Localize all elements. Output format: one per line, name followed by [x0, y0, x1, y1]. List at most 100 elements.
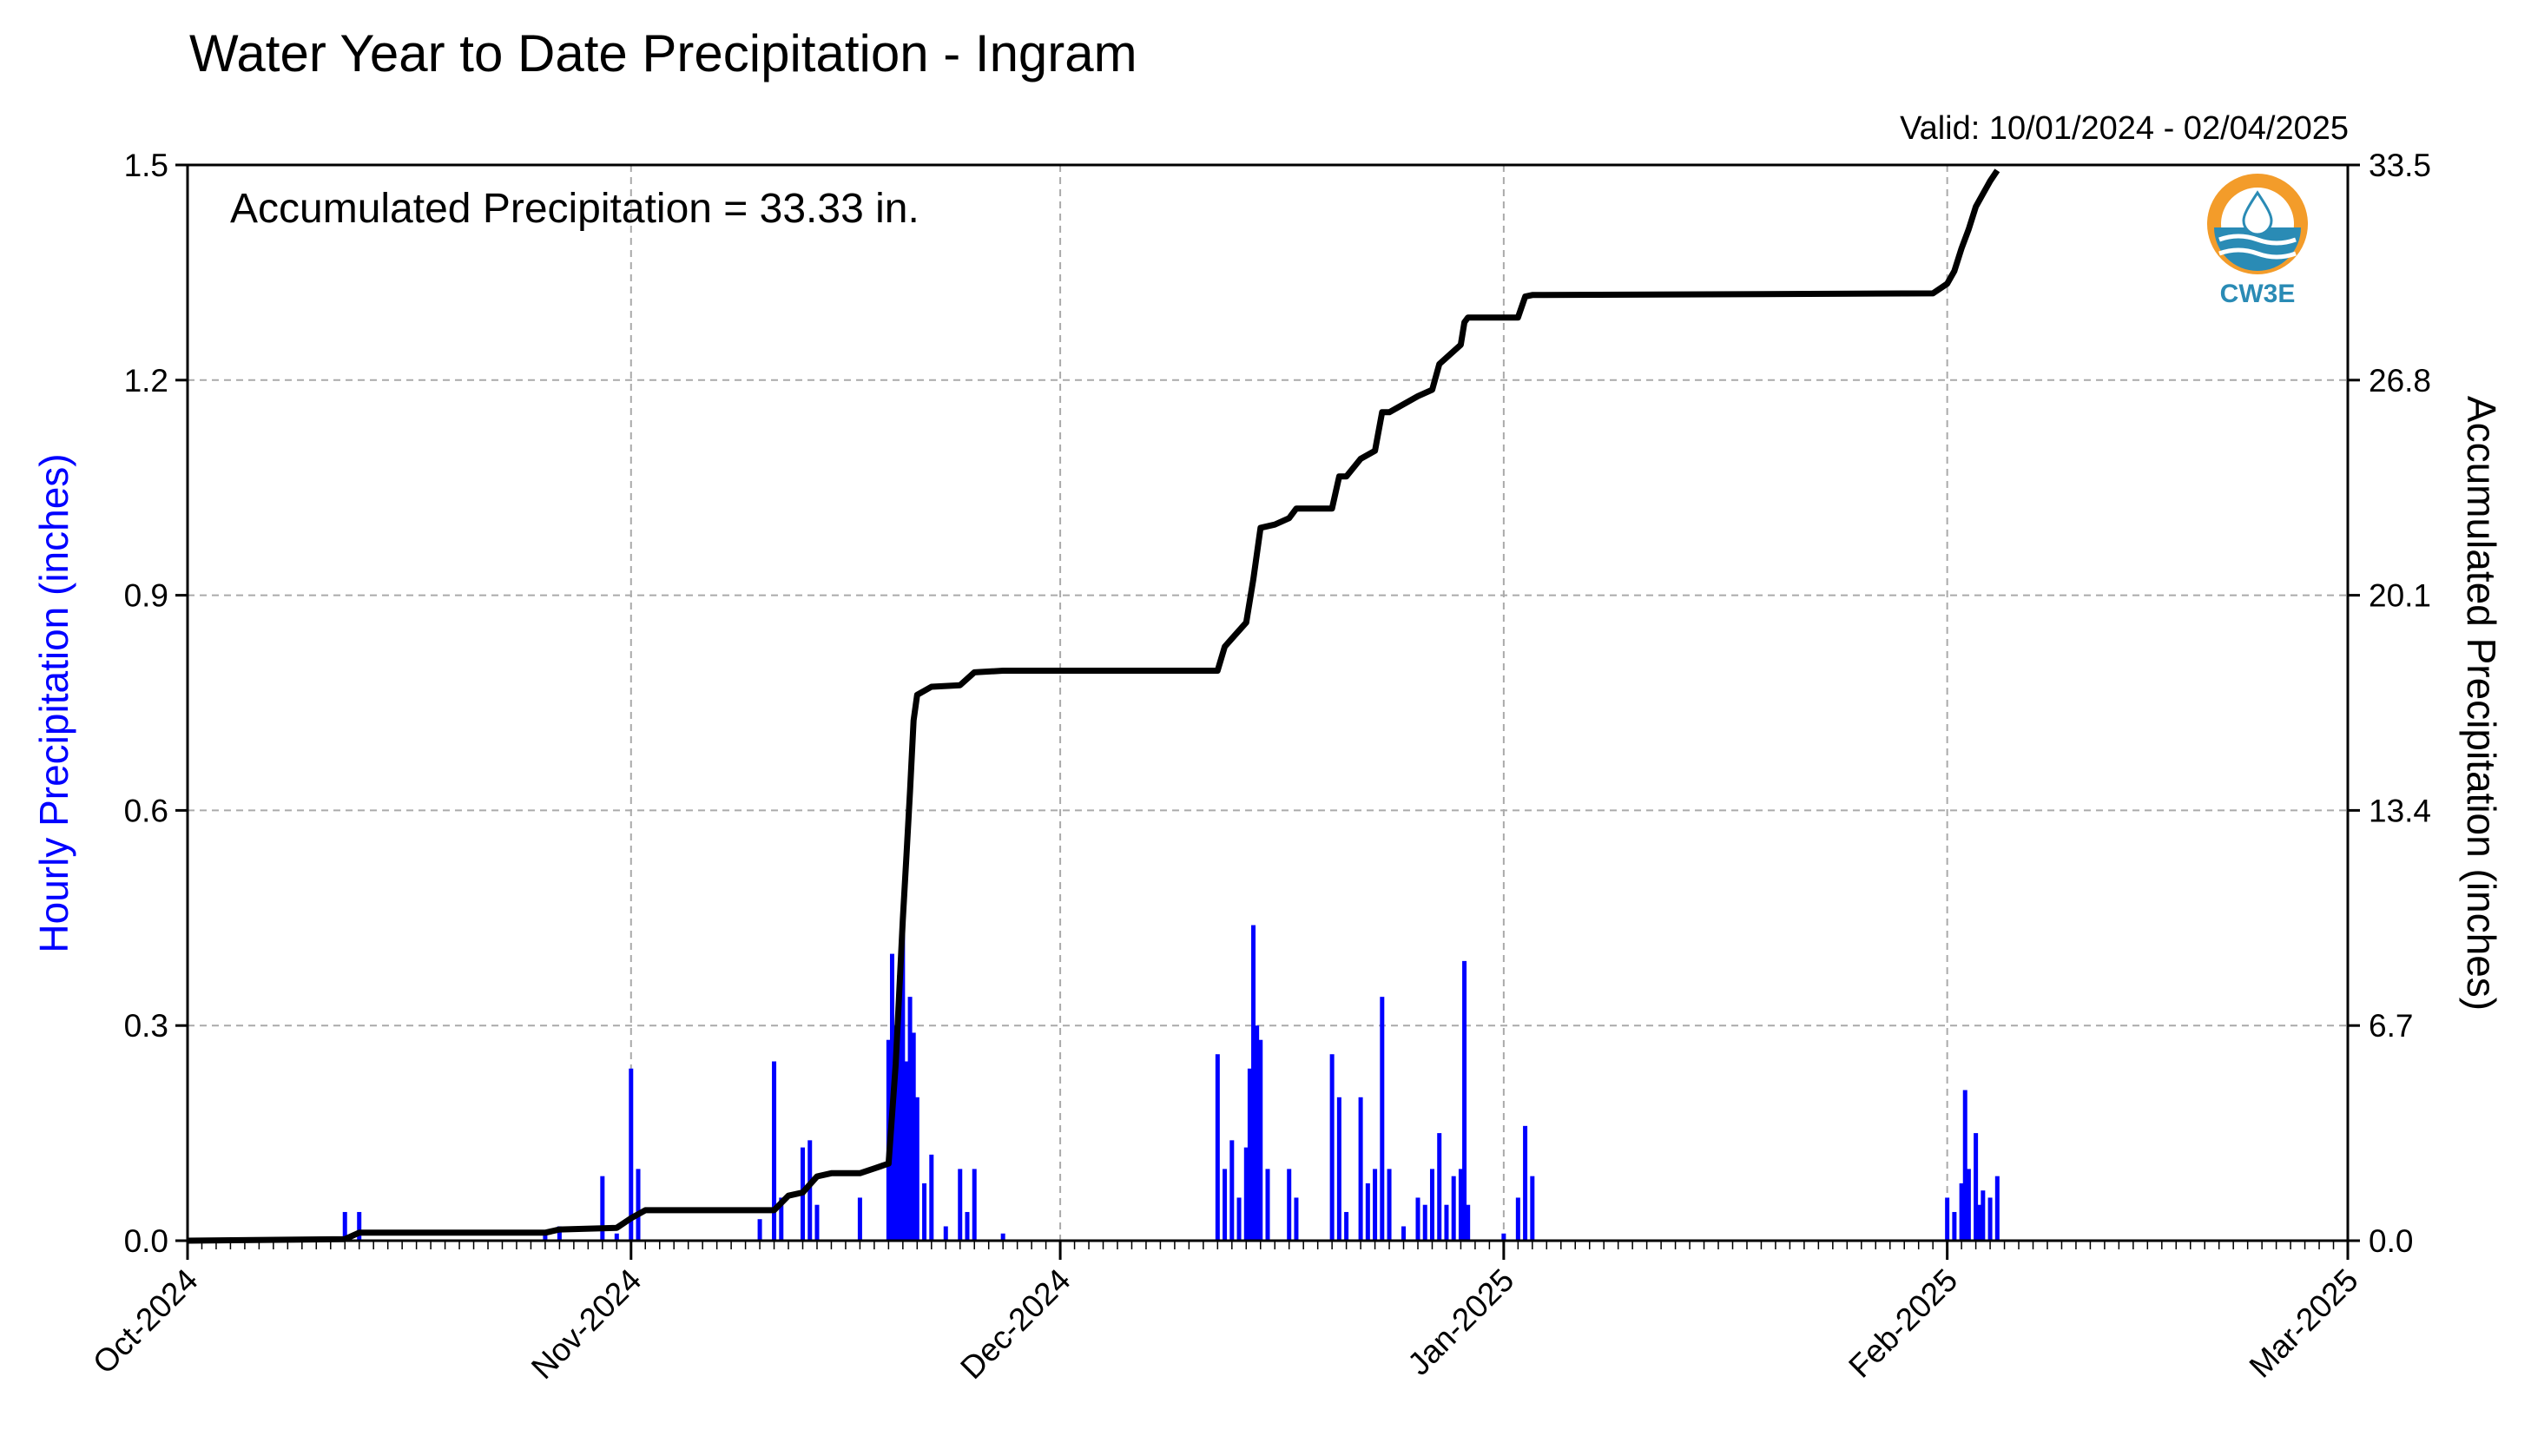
logo-drop-icon	[2242, 190, 2273, 236]
accumulated-line-group	[187, 168, 2000, 1244]
hourly-bar	[757, 1219, 762, 1241]
hourly-bar	[1373, 1169, 1378, 1241]
hourly-bar	[1959, 1183, 1964, 1241]
hourly-bar	[965, 1211, 970, 1241]
y-right-tick-label: 33.5	[2369, 148, 2431, 183]
y-right-tick-label: 13.4	[2369, 793, 2431, 828]
hourly-bar	[857, 1197, 862, 1241]
hourly-bar	[1265, 1169, 1270, 1241]
hourly-bar	[1422, 1204, 1427, 1241]
hourly-bar	[629, 1068, 634, 1241]
hourly-bar	[1966, 1169, 1971, 1241]
hourly-bar	[943, 1226, 948, 1241]
hourly-bar	[958, 1169, 963, 1241]
x-tick-label: Nov-2024	[524, 1262, 648, 1386]
hourly-bar	[914, 1097, 919, 1241]
hourly-bar	[1247, 1068, 1252, 1241]
grid-lines	[188, 165, 2348, 1241]
hourly-bar	[1945, 1197, 1950, 1241]
logo-wave-icon	[2218, 234, 2297, 246]
chart-subtitle: Valid: 10/01/2024 - 02/04/2025	[1900, 110, 2349, 147]
hourly-bar	[1251, 925, 1256, 1241]
accumulated-annotation: Accumulated Precipitation = 33.33 in.	[230, 186, 919, 232]
hourly-bar	[900, 911, 906, 1241]
plot-frame	[186, 163, 2350, 1242]
hourly-bar	[1981, 1190, 1986, 1241]
hourly-bar	[357, 1211, 362, 1241]
hourly-bar	[1994, 1176, 2000, 1241]
x-tick-label: Oct-2024	[86, 1262, 205, 1381]
hourly-bar	[1215, 1054, 1220, 1241]
y-right-tick-label: 26.8	[2369, 363, 2431, 399]
hourly-bar	[922, 1183, 927, 1241]
hourly-bar	[1336, 1097, 1341, 1241]
hourly-bar	[772, 1061, 777, 1241]
hourly-bar	[1466, 1204, 1471, 1241]
hourly-bar	[1523, 1125, 1528, 1241]
y-left-tick-label: 0.6	[124, 793, 168, 828]
y-left-tick-label: 0.3	[124, 1008, 168, 1044]
hourly-bar	[1294, 1197, 1299, 1241]
hourly-bar	[1223, 1169, 1228, 1241]
hourly-bar	[1000, 1233, 1005, 1241]
hourly-bar	[911, 1032, 916, 1241]
x-tick-label: Feb-2025	[1842, 1262, 1964, 1385]
hourly-bar	[897, 975, 902, 1241]
hourly-bar	[904, 1061, 909, 1241]
hourly-bars	[342, 911, 2000, 1241]
logo-wave-icon	[2218, 247, 2297, 260]
hourly-bar	[1437, 1133, 1442, 1241]
hourly-bar	[1287, 1169, 1292, 1241]
hourly-bar	[1962, 1090, 1967, 1241]
hourly-bar	[1952, 1211, 1957, 1241]
hourly-bar	[1344, 1211, 1349, 1241]
hourly-bar	[1387, 1169, 1392, 1241]
hourly-bar	[1501, 1233, 1506, 1241]
hourly-bar	[807, 1140, 813, 1241]
hourly-bar	[1255, 1025, 1260, 1241]
hourly-bar	[779, 1197, 784, 1241]
hourly-bar	[1987, 1197, 1993, 1241]
hourly-bar	[1977, 1204, 1982, 1241]
hourly-bar	[1236, 1197, 1242, 1241]
hourly-bar	[1358, 1097, 1363, 1241]
hourly-bar	[1444, 1204, 1449, 1241]
hourly-bar	[1429, 1169, 1434, 1241]
accumulated-line	[187, 168, 2000, 1244]
hourly-bar	[1329, 1054, 1335, 1241]
hourly-bar	[1380, 997, 1385, 1241]
hourly-bar	[929, 1154, 934, 1241]
x-tick-label: Dec-2024	[953, 1262, 1077, 1386]
hourly-bar	[1258, 1039, 1263, 1241]
hourly-bar	[636, 1169, 641, 1241]
hourly-bar	[557, 1226, 562, 1241]
hourly-bar	[1229, 1140, 1235, 1241]
hourly-bar	[814, 1204, 820, 1241]
y-right-tick-label: 0.0	[2369, 1223, 2413, 1259]
hourly-bar	[1451, 1176, 1456, 1241]
hourly-bar	[342, 1211, 347, 1241]
cw3e-logo: CW3E	[2207, 174, 2308, 308]
hourly-bar	[600, 1176, 605, 1241]
hourly-bar	[1974, 1133, 1979, 1241]
hourly-bar	[1515, 1197, 1520, 1241]
hourly-bar	[1415, 1197, 1420, 1241]
hourly-bar	[1462, 960, 1467, 1241]
x-tick-label: Jan-2025	[1401, 1262, 1520, 1382]
x-tick-label: Mar-2025	[2243, 1262, 2365, 1385]
hourly-bar	[614, 1233, 619, 1241]
y-left-tick-label: 0.9	[124, 578, 168, 614]
hourly-bar	[1365, 1183, 1370, 1241]
hourly-bar	[1243, 1147, 1249, 1241]
y-left-tick-label: 1.5	[124, 148, 168, 183]
hourly-bar	[543, 1233, 548, 1241]
hourly-bar	[1401, 1226, 1407, 1241]
hourly-bar	[1530, 1176, 1535, 1241]
hourly-bar	[893, 1025, 899, 1241]
right-axis-label: Accumulated Precipitation (inches)	[2459, 396, 2504, 1011]
y-left-tick-label: 0.0	[124, 1223, 168, 1259]
y-left-tick-label: 1.2	[124, 363, 168, 399]
chart-title: Water Year to Date Precipitation - Ingra…	[189, 24, 1137, 82]
logo-text: CW3E	[2220, 280, 2296, 308]
